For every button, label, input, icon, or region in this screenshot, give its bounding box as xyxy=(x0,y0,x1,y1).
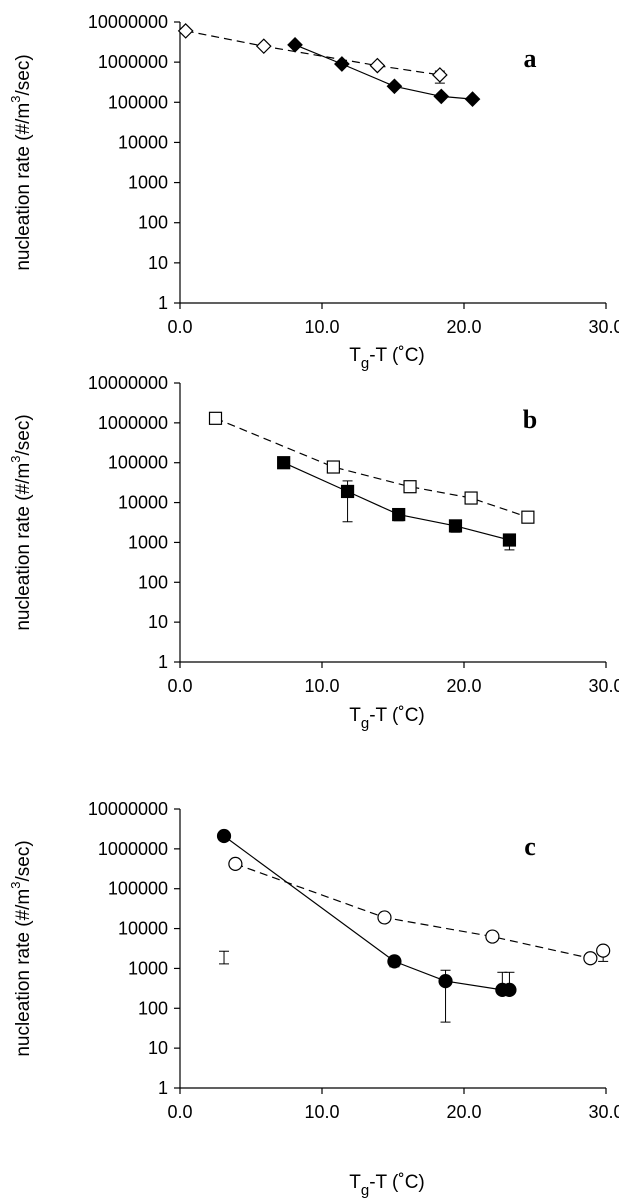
series-line xyxy=(215,417,529,518)
y-tick-label: 1000 xyxy=(128,532,168,552)
x-axis-label: Tg-T (˚C) xyxy=(349,1172,425,1199)
y-axis-label: nucleation rate (#/m3/sec) xyxy=(8,840,34,1056)
series-line xyxy=(185,30,440,76)
y-tick-label: 10 xyxy=(148,1038,168,1058)
y-tick-label: 1000 xyxy=(128,958,168,978)
y-tick-label: 1000000 xyxy=(98,839,168,859)
data-point xyxy=(177,23,194,39)
y-tick-label: 100000 xyxy=(108,879,168,899)
data-point xyxy=(583,951,598,966)
data-point xyxy=(387,954,402,969)
y-tick-label: 10000 xyxy=(118,493,168,513)
panel-label: b xyxy=(523,405,537,434)
x-tick-label: 0.0 xyxy=(167,676,192,696)
data-point xyxy=(208,411,223,425)
data-point xyxy=(502,982,517,997)
data-point xyxy=(392,507,406,522)
panel-label: a xyxy=(524,44,537,73)
series-open-square xyxy=(208,411,535,524)
data-point xyxy=(386,78,403,95)
data-point xyxy=(255,38,272,55)
y-tick-label: 10000 xyxy=(118,919,168,939)
y-tick-label: 1 xyxy=(158,293,168,313)
y-tick-label: 10 xyxy=(148,253,168,273)
y-tick-label: 10 xyxy=(148,612,168,632)
data-point xyxy=(521,510,535,524)
panel-c: 1 10 100 1000 10000 100000 1000000 10000000 0.0 1… xyxy=(8,799,619,1199)
series-line xyxy=(223,835,510,991)
y-tick-label: 100 xyxy=(138,998,168,1018)
data-point xyxy=(334,56,350,72)
data-point xyxy=(277,456,291,470)
y-tick-label: 100000 xyxy=(108,92,168,112)
x-tick-label: 0.0 xyxy=(167,317,192,337)
y-axis-label: nucleation rate (#/m3/sec) xyxy=(8,414,34,630)
panel-b: 1 10 100 1000 10000 100000 1000000 10000000 0.0 1… xyxy=(8,373,619,732)
x-tick-label: 30.0 xyxy=(588,317,619,337)
data-point xyxy=(448,519,463,533)
y-tick-label: 1000000 xyxy=(98,413,168,433)
x-axis-label: Tg-T (˚C) xyxy=(349,705,425,732)
y-tick-label: 10000 xyxy=(118,132,168,152)
series-line xyxy=(294,44,473,100)
y-tick-label: 10000000 xyxy=(88,373,168,393)
data-point xyxy=(326,460,340,474)
y-axis-label: nucleation rate (#/m3/sec) xyxy=(8,54,34,270)
data-point xyxy=(228,856,243,871)
y-tick-label: 100000 xyxy=(108,453,168,473)
y-tick-label: 1000000 xyxy=(98,52,168,72)
series-filled-square xyxy=(277,456,517,551)
data-point xyxy=(502,533,517,547)
data-point xyxy=(216,828,232,844)
data-point xyxy=(464,91,481,107)
series-filled-circle xyxy=(216,828,517,1023)
x-axis-label: Tg-T (˚C) xyxy=(349,345,425,372)
data-point xyxy=(596,943,611,958)
y-tick-label: 1000 xyxy=(128,173,168,193)
data-point xyxy=(438,974,453,989)
data-point xyxy=(403,480,417,494)
x-tick-label: 20.0 xyxy=(446,676,481,696)
x-tick-label: 10.0 xyxy=(304,1102,339,1122)
x-tick-label: 10.0 xyxy=(304,676,339,696)
series-line xyxy=(235,863,604,959)
panel-label: c xyxy=(524,832,536,861)
series-filled-diamond xyxy=(287,36,481,107)
series-open-diamond xyxy=(177,23,448,84)
y-tick-label: 10000000 xyxy=(88,799,168,819)
series-open-circle xyxy=(228,856,611,966)
data-point xyxy=(340,484,355,499)
x-tick-label: 30.0 xyxy=(588,1102,619,1122)
data-point xyxy=(485,929,500,944)
data-point xyxy=(369,57,386,74)
panel-a: 1 10 100 1000 10000 100000 1000000 10000000 0.0 1… xyxy=(8,12,619,372)
x-tick-label: 30.0 xyxy=(588,676,619,696)
y-tick-label: 1 xyxy=(158,652,168,672)
x-tick-label: 20.0 xyxy=(446,1102,481,1122)
data-point xyxy=(433,88,450,105)
x-tick-label: 20.0 xyxy=(446,317,481,337)
data-point xyxy=(464,491,478,505)
x-tick-label: 10.0 xyxy=(304,317,339,337)
data-point xyxy=(377,910,392,925)
data-point xyxy=(432,67,448,83)
y-tick-label: 10000000 xyxy=(88,12,168,32)
y-tick-label: 100 xyxy=(138,572,168,592)
data-point xyxy=(287,36,303,53)
x-tick-label: 0.0 xyxy=(167,1102,192,1122)
y-tick-label: 1 xyxy=(158,1078,168,1098)
y-tick-label: 100 xyxy=(138,213,168,233)
